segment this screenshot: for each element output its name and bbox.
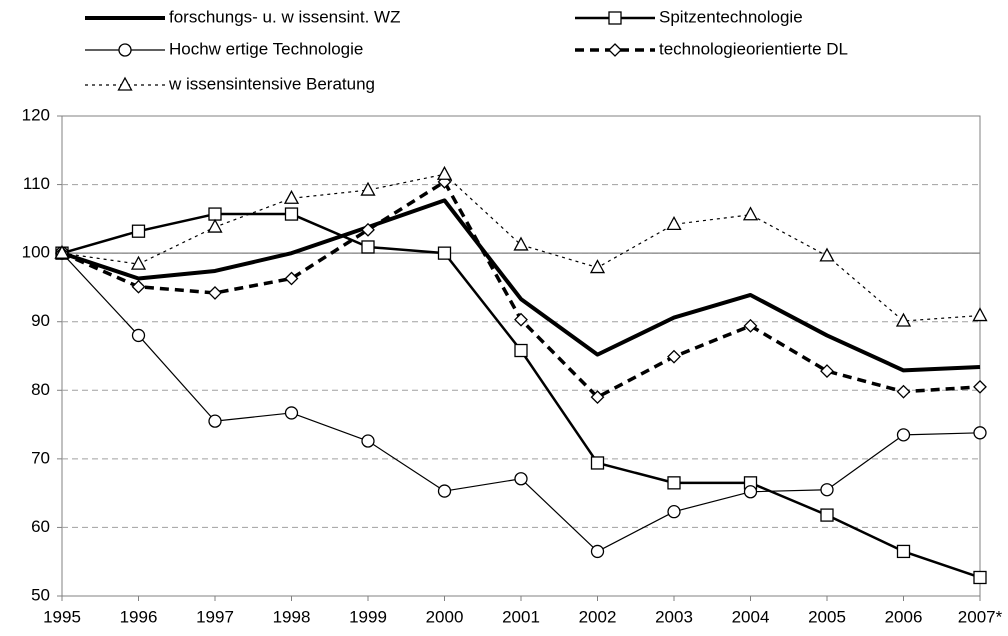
series-line (61, 198, 981, 373)
y-tick-label: 90 (31, 311, 50, 330)
y-tick-label: 50 (31, 585, 50, 604)
x-tick-label: 2002 (579, 607, 617, 626)
y-tick-label: 120 (22, 105, 50, 124)
marker (360, 181, 376, 196)
marker (896, 428, 911, 442)
marker (284, 406, 299, 420)
marker (742, 206, 759, 221)
marker (437, 246, 452, 260)
marker (590, 456, 605, 470)
marker (361, 240, 375, 254)
marker (514, 312, 528, 327)
marker (589, 259, 606, 274)
marker (667, 505, 681, 519)
marker (667, 349, 681, 364)
marker (208, 285, 222, 300)
marker (973, 379, 987, 394)
marker (666, 215, 682, 230)
marker (284, 271, 299, 286)
marker (513, 236, 529, 251)
marker (207, 218, 223, 233)
marker (54, 244, 70, 259)
marker (896, 544, 911, 559)
marker (895, 312, 912, 327)
marker (743, 318, 758, 333)
marker (973, 426, 987, 440)
legend-label: forschungs- u. w issensint. WZ (169, 7, 400, 26)
marker (361, 222, 375, 237)
legend-label: w issensintensive Beratung (168, 74, 375, 93)
y-tick-label: 100 (22, 243, 50, 262)
x-tick-label: 2000 (426, 607, 464, 626)
marker (208, 414, 222, 428)
marker (590, 544, 605, 559)
marker (361, 434, 375, 448)
marker (820, 508, 834, 522)
x-tick-label: 2006 (885, 607, 923, 626)
y-tick-label: 110 (23, 174, 50, 193)
marker (973, 570, 987, 585)
x-tick-label: 2003 (655, 607, 693, 626)
legend-label: Spitzentechnologie (659, 7, 803, 26)
marker (131, 224, 146, 238)
marker (131, 328, 146, 343)
marker (436, 165, 453, 180)
x-tick-label: 1997 (196, 607, 234, 626)
legend-label: technologieorientierte DL (659, 39, 848, 58)
marker (820, 364, 834, 379)
marker (514, 343, 528, 358)
x-tick-label: 2005 (808, 607, 846, 626)
marker (667, 476, 681, 490)
marker (819, 247, 835, 262)
y-tick-label: 80 (31, 380, 50, 399)
x-tick-label: 1998 (273, 607, 311, 626)
marker (284, 207, 299, 221)
x-tick-label: 2004 (732, 607, 770, 626)
marker (972, 307, 988, 322)
y-tick-label: 60 (31, 517, 50, 536)
marker (283, 189, 300, 204)
x-tick-label: 1995 (43, 607, 81, 626)
marker (208, 207, 222, 221)
x-tick-label: 1999 (349, 607, 387, 626)
marker (130, 255, 147, 270)
marker (118, 43, 132, 57)
y-tick-label: 70 (31, 448, 50, 467)
marker (896, 384, 911, 399)
x-tick-label: 1996 (120, 607, 158, 626)
marker (590, 390, 605, 405)
x-tick-label: 2001 (502, 607, 540, 626)
marker (131, 279, 146, 294)
marker (117, 76, 133, 91)
legend-label: Hochw ertige Technologie (169, 39, 363, 58)
marker (514, 472, 528, 486)
marker (820, 483, 834, 497)
marker (608, 43, 622, 57)
marker (608, 11, 622, 25)
x-tick-label: 2007* (958, 607, 1003, 626)
marker (743, 485, 758, 499)
marker (437, 484, 452, 498)
